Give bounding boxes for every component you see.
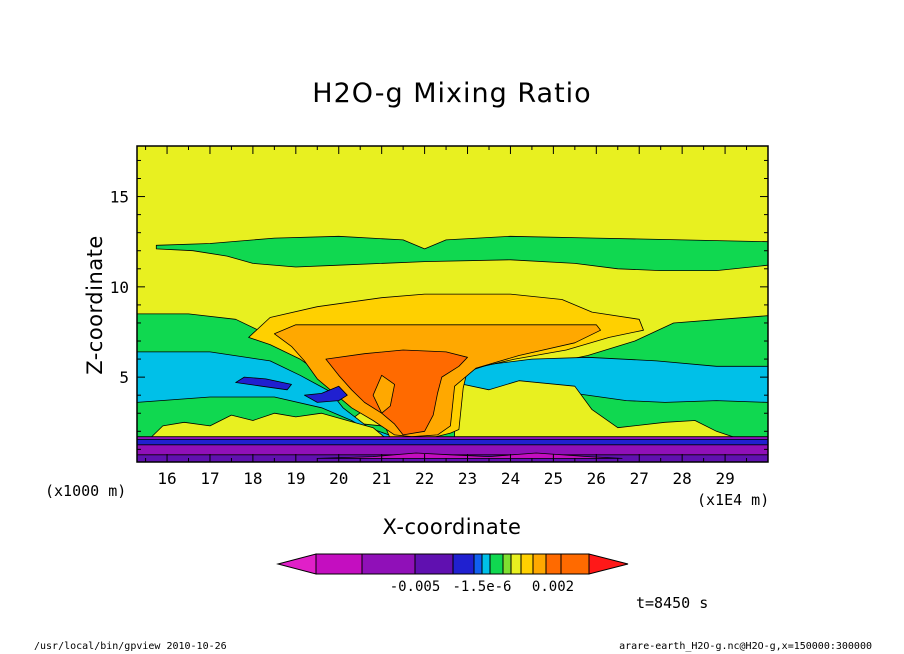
time-label: t=8450 s (636, 594, 709, 612)
x-tick-label: 20 (329, 469, 348, 488)
colorbar: -0.005 -1.5e-6 0.002 (276, 553, 629, 595)
colorbar-swatch (361, 553, 416, 575)
x-tick-label: 29 (715, 469, 734, 488)
colorbar-tick-label: 0.002 (532, 579, 574, 595)
colorbar-swatch (532, 553, 547, 575)
colorbar-swatch (545, 553, 562, 575)
colorbar-extend-low (276, 553, 317, 575)
y-tick-label: 10 (110, 278, 129, 297)
x-axis-label: X-coordinate (382, 515, 522, 539)
colorbar-swatch (489, 553, 504, 575)
x-tick-label: 22 (415, 469, 434, 488)
plot-axes: 16 17 18 19 20 21 22 23 24 25 26 27 28 29 5 10 15 (110, 145, 769, 488)
contour-region-17 (137, 438, 768, 446)
colorbar-tick-label: -0.005 (390, 579, 441, 595)
colorbar-swatch (414, 553, 454, 575)
x-axis-unit-label: (x1000 m) (45, 482, 127, 500)
x-tick-label: 24 (501, 469, 520, 488)
contour-region-14 (303, 385, 348, 403)
contour-region-12 (372, 374, 396, 414)
x-tick-label: 21 (372, 469, 391, 488)
contour-region-18 (316, 452, 623, 459)
colorbar-tick-label: -1.5e-6 (452, 579, 511, 595)
colorbar-swatch (560, 553, 590, 575)
colorbar-swatch (510, 553, 522, 575)
x-tick-label: 23 (458, 469, 477, 488)
contour-region-8 (454, 380, 739, 439)
x-tick-label: 17 (200, 469, 219, 488)
x-tick-label: 18 (243, 469, 262, 488)
y-tick-label: 15 (110, 188, 129, 207)
colorbar-swatch (502, 553, 512, 575)
x-tick-label: 16 (157, 469, 176, 488)
chart-title: H2O-g Mixing Ratio (312, 78, 592, 109)
x-tick-label: 27 (630, 469, 649, 488)
footer-right-text: arare-earth_H2O-g.nc@H2O-g,x=150000:3000… (619, 641, 872, 652)
contour-region-1 (155, 235, 768, 272)
x-tick-label: 25 (544, 469, 563, 488)
x-tick-label: 19 (286, 469, 305, 488)
colorbar-swatch (315, 553, 363, 575)
contour-region-13 (235, 376, 292, 391)
x-tick-label: 28 (673, 469, 692, 488)
contour-region-7 (149, 412, 387, 439)
contour-region-11 (325, 349, 468, 436)
footer-left-text: /usr/local/bin/gpview 2010-10-26 (34, 641, 227, 652)
x-axis-scale-label: (x1E4 m) (697, 491, 770, 509)
x-tick-label: 26 (587, 469, 606, 488)
colorbar-swatch (481, 553, 491, 575)
colorbar-swatch (473, 553, 483, 575)
colorbar-swatch (520, 553, 534, 575)
plot-frame (136, 145, 769, 463)
y-tick-label: 5 (119, 368, 129, 387)
colorbar-extend-high (588, 553, 629, 575)
contour-fill-layer (137, 146, 768, 462)
colorbar-swatch (452, 553, 475, 575)
